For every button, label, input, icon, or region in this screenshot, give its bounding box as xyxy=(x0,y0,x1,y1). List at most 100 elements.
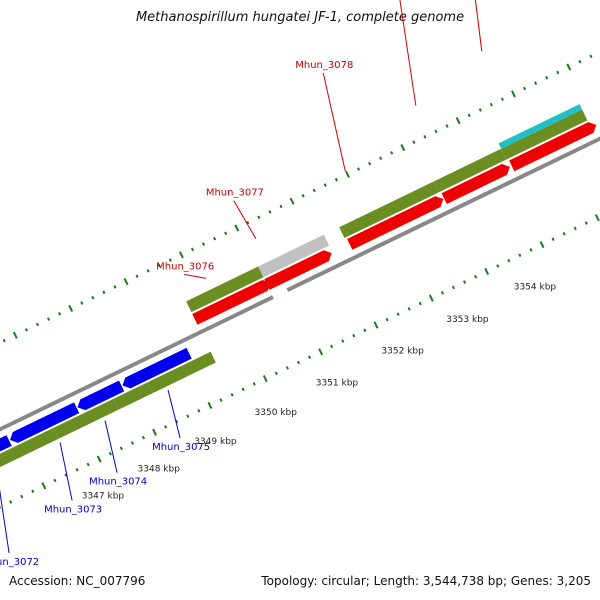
minor-tick xyxy=(474,274,478,279)
scale-label: 3353 kbp xyxy=(446,315,489,325)
minor-tick xyxy=(268,210,272,214)
major-tick xyxy=(123,278,129,286)
minor-tick xyxy=(130,441,134,445)
minor-tick xyxy=(252,382,256,386)
major-tick xyxy=(207,401,213,410)
reverse-cds xyxy=(0,435,12,452)
scale-label: 3350 kbp xyxy=(255,408,298,418)
leader-line xyxy=(184,273,207,279)
major-tick xyxy=(152,428,157,436)
major-tick xyxy=(566,63,572,71)
gene-bar xyxy=(113,382,153,410)
major-tick xyxy=(178,251,184,259)
reverse-cds xyxy=(77,380,125,411)
scale-label: 3347 kbp xyxy=(82,492,125,502)
minor-tick xyxy=(164,425,168,429)
minor-tick xyxy=(496,264,500,268)
minor-tick xyxy=(467,113,471,118)
minor-tick xyxy=(168,258,172,262)
gene-label-reverse: Mhun_3074 xyxy=(89,477,147,488)
gene-label-reverse: Mhun_3075 xyxy=(152,442,210,453)
minor-tick xyxy=(323,183,327,187)
major-tick xyxy=(234,224,240,232)
minor-tick xyxy=(274,371,278,376)
gene-label-reverse: Mhun_3073 xyxy=(44,504,102,515)
minor-tick xyxy=(551,237,555,241)
minor-tick xyxy=(507,258,511,263)
minor-tick xyxy=(462,280,467,284)
minor-tick xyxy=(58,311,62,316)
major-tick xyxy=(262,375,268,383)
gene-bar xyxy=(186,266,264,313)
scale-labels: 3347 kbp 3348 kbp 3349 kbp 3350 kbp 3351 kbp… xyxy=(82,282,557,501)
minor-tick xyxy=(190,247,195,252)
major-tick xyxy=(318,348,324,356)
minor-tick xyxy=(434,129,438,134)
major-tick xyxy=(428,294,434,302)
inner-tick-track xyxy=(0,214,600,509)
leader-line xyxy=(233,200,257,239)
minor-tick xyxy=(64,473,68,477)
major-tick xyxy=(96,455,102,463)
major-tick xyxy=(68,304,74,312)
map-title: Methanospirillum hungatei JF-1, complete… xyxy=(135,10,465,25)
minor-tick xyxy=(135,274,139,279)
minor-tick xyxy=(407,307,411,311)
forward-cds xyxy=(509,122,597,172)
leader-line xyxy=(322,72,346,172)
leader-line xyxy=(399,0,417,106)
leader-line xyxy=(104,420,118,473)
gene-bar xyxy=(339,181,439,239)
minor-tick xyxy=(285,366,289,370)
genome-summary-text: Topology: circular; Length: 3,544,738 bp… xyxy=(261,574,591,588)
minor-tick xyxy=(257,215,261,220)
minor-tick xyxy=(518,253,522,258)
minor-tick xyxy=(534,81,538,85)
minor-tick xyxy=(545,76,549,80)
minor-tick xyxy=(31,489,35,494)
minor-tick xyxy=(363,328,367,333)
minor-tick xyxy=(230,392,234,397)
minor-tick xyxy=(418,301,422,306)
minor-tick xyxy=(246,220,250,225)
minor-tick xyxy=(307,355,312,359)
minor-tick xyxy=(53,478,57,483)
scale-label: 3352 kbp xyxy=(381,346,424,356)
major-tick xyxy=(41,482,47,490)
major-tick xyxy=(345,170,350,178)
minor-tick xyxy=(412,140,416,144)
scale-label: 3351 kbp xyxy=(316,378,359,388)
leader-line xyxy=(0,489,10,554)
major-tick xyxy=(289,197,295,205)
minor-tick xyxy=(330,344,334,349)
minor-tick xyxy=(35,322,40,327)
gene-label-reverse: Mhun_3072 xyxy=(0,557,39,568)
minor-tick xyxy=(108,451,112,456)
minor-tick xyxy=(584,221,588,225)
minor-tick xyxy=(562,232,566,236)
backbone-segment xyxy=(286,136,600,292)
leader-line xyxy=(167,390,181,439)
accession-text: Accession: NC_007796 xyxy=(9,574,146,588)
reverse-cds xyxy=(122,347,192,389)
forward-cds xyxy=(441,163,510,204)
minor-tick xyxy=(113,285,117,289)
minor-tick xyxy=(75,467,79,472)
gene-bar xyxy=(433,148,507,193)
minor-tick xyxy=(213,236,217,241)
major-tick xyxy=(373,321,379,329)
minor-tick xyxy=(423,135,427,139)
minor-tick xyxy=(445,124,449,128)
minor-tick xyxy=(478,108,482,112)
minor-tick xyxy=(578,59,582,64)
minor-tick xyxy=(352,333,356,338)
minor-tick xyxy=(201,242,206,246)
minor-tick xyxy=(341,339,345,343)
gene-label-forward: Mhun_3076 xyxy=(156,261,214,272)
feature-tracks xyxy=(0,104,597,468)
gene-bar xyxy=(147,351,216,394)
minor-tick xyxy=(86,462,90,467)
minor-tick xyxy=(385,317,389,322)
minor-tick xyxy=(46,317,51,321)
minor-tick xyxy=(157,263,161,268)
